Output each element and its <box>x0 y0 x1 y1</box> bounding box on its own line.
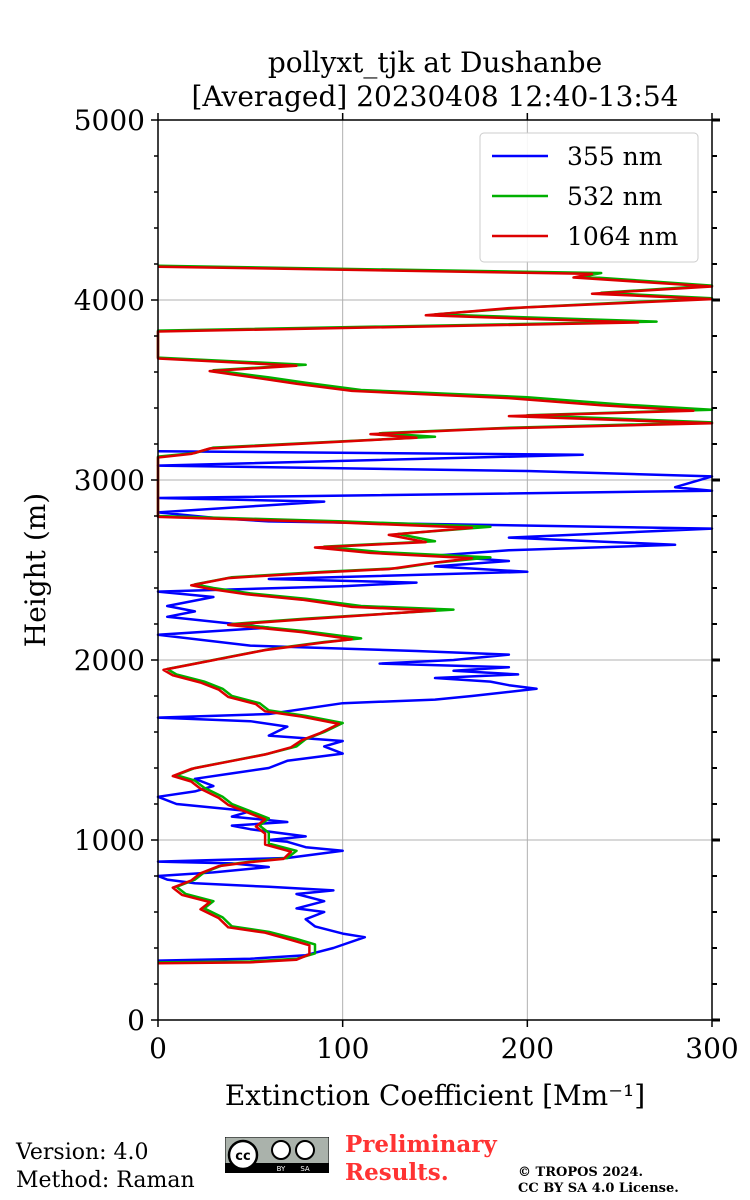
y-tick-label: 0 <box>127 1004 145 1037</box>
by-icon <box>271 1140 291 1160</box>
legend: 355 nm 532 nm 1064 nm <box>479 132 699 263</box>
legend-box <box>479 132 699 263</box>
legend-label-355: 355 nm <box>567 142 663 171</box>
sa-icon <box>295 1140 315 1160</box>
series-lines <box>156 264 714 965</box>
preliminary-text-line1: Preliminary <box>345 1131 497 1158</box>
y-tick-label: 5000 <box>74 104 145 137</box>
x-tick-label: 300 <box>685 1032 738 1065</box>
y-tick-label: 2000 <box>74 644 145 677</box>
version-text: Version: 4.0 <box>16 1140 149 1165</box>
cc-icon-text: cc <box>235 1149 250 1164</box>
plot-frame <box>157 119 713 1021</box>
cc-by-sa-badge: cc BY SA <box>225 1137 329 1173</box>
y-tick-label: 1000 <box>74 824 145 857</box>
chart-title-line1: pollyxt_tjk at Dushanbe <box>268 46 602 79</box>
legend-label-1064: 1064 nm <box>567 222 679 251</box>
series-line-355-nm <box>156 449 714 962</box>
chart-title-line2: [Averaged] 20230408 12:40-13:54 <box>192 80 679 113</box>
copyright-line2: CC BY SA 4.0 License. <box>518 1181 679 1196</box>
copyright-line1: © TROPOS 2024. <box>518 1165 644 1180</box>
preliminary-text-line2: Results. <box>345 1159 449 1186</box>
legend-label-532: 532 nm <box>567 182 663 211</box>
x-tick-label: 100 <box>316 1032 369 1065</box>
x-tick-label: 0 <box>149 1032 167 1065</box>
y-axis-label: Height (m) <box>19 493 52 647</box>
by-label: BY <box>277 1165 286 1173</box>
sa-label: SA <box>300 1165 310 1173</box>
x-tick-label: 200 <box>501 1032 554 1065</box>
y-tick-label: 3000 <box>74 464 145 497</box>
x-axis-label: Extinction Coefficient [Mm⁻¹] <box>225 1079 645 1112</box>
method-text: Method: Raman <box>16 1168 195 1193</box>
series-line-1064-nm <box>156 265 714 965</box>
y-tick-label: 4000 <box>74 284 145 317</box>
cc-icon <box>227 1139 259 1171</box>
